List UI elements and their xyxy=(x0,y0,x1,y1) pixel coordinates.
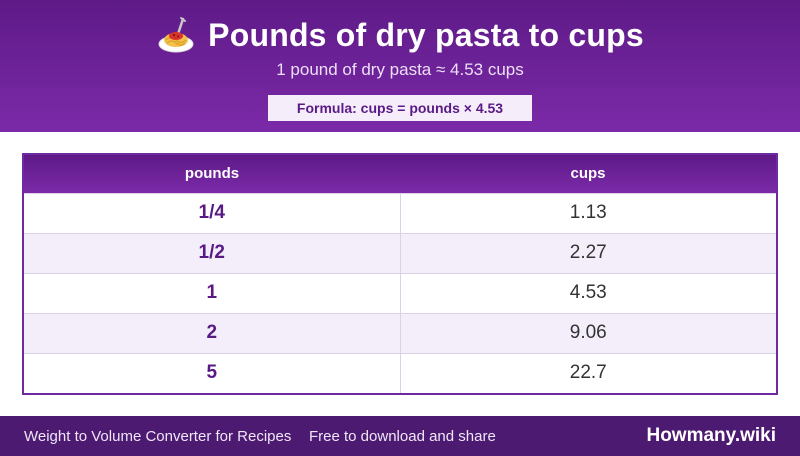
cell-cups: 4.53 xyxy=(400,272,776,313)
title-row: Pounds of dry pasta to cups xyxy=(0,14,800,56)
formula-box: Formula: cups = pounds × 4.53 xyxy=(268,95,532,121)
cell-cups: 2.27 xyxy=(400,232,776,273)
footer-bar: Weight to Volume Converter for Recipes F… xyxy=(0,416,800,456)
cell-pounds: 1/2 xyxy=(24,232,401,273)
spaghetti-icon xyxy=(156,15,196,55)
conversion-subtitle: 1 pound of dry pasta ≈ 4.53 cups xyxy=(276,60,524,79)
cell-pounds: 5 xyxy=(24,352,401,393)
table-row: 1 4.53 xyxy=(24,272,776,313)
table-row: 2 9.06 xyxy=(24,312,776,353)
table-row: 1/2 2.27 xyxy=(24,232,776,273)
table-header-row: pounds cups xyxy=(24,155,776,193)
footer-share-note: Free to download and share xyxy=(309,427,496,445)
cell-cups: 9.06 xyxy=(400,312,776,353)
cell-pounds: 1/4 xyxy=(24,192,401,233)
brand-logo-text: Howmany.wiki xyxy=(646,425,776,446)
cell-cups: 22.7 xyxy=(400,352,776,393)
table-row: 5 22.7 xyxy=(24,352,776,393)
page-title: Pounds of dry pasta to cups xyxy=(208,16,644,53)
cell-pounds: 2 xyxy=(24,312,401,353)
cell-pounds: 1 xyxy=(24,272,401,313)
footer-converter-name: Weight to Volume Converter for Recipes xyxy=(24,427,292,445)
table-row: 1/4 1.13 xyxy=(24,192,776,233)
conversion-table: pounds cups 1/4 1.13 1/2 2.27 1 4.53 xyxy=(22,153,778,395)
column-header-cups: cups xyxy=(400,155,776,193)
header-banner: Pounds of dry pasta to cups 1 pound of d… xyxy=(0,0,800,132)
column-header-pounds: pounds xyxy=(24,155,400,193)
cell-cups: 1.13 xyxy=(400,192,776,233)
